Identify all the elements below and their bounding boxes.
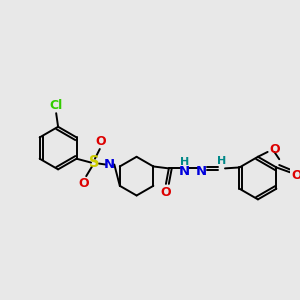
Text: H: H	[218, 156, 227, 166]
Text: S: S	[89, 155, 99, 170]
Text: O: O	[269, 142, 280, 155]
Text: O: O	[291, 169, 300, 182]
Text: O: O	[95, 135, 106, 148]
Text: Cl: Cl	[50, 99, 63, 112]
Text: N: N	[196, 165, 207, 178]
Text: H: H	[180, 157, 189, 166]
Text: N: N	[104, 158, 115, 171]
Text: O: O	[160, 186, 171, 199]
Text: N: N	[179, 165, 190, 178]
Text: O: O	[78, 177, 88, 190]
